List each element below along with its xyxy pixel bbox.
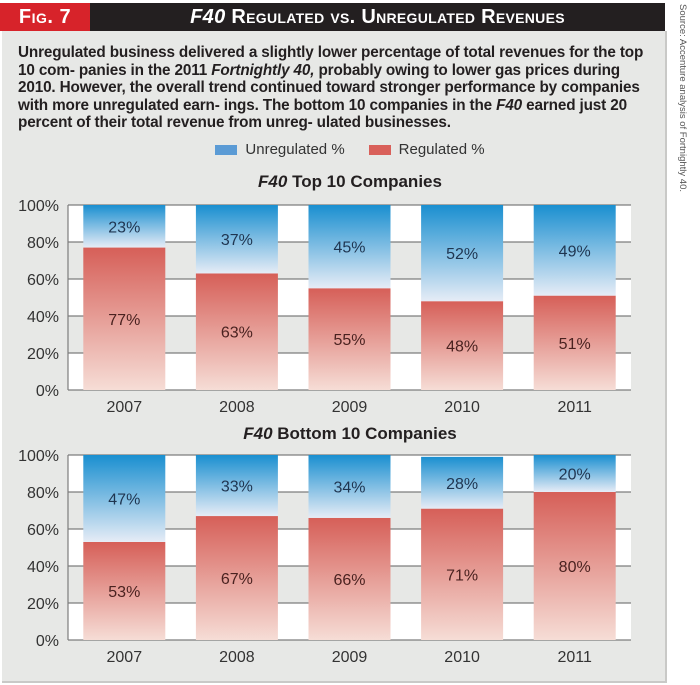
y-tick-label: 20% — [27, 596, 59, 613]
x-tick-label: 2010 — [444, 649, 480, 665]
data-label-regulated: 48% — [446, 339, 478, 356]
x-tick-label: 2009 — [332, 649, 368, 665]
data-label-regulated: 71% — [446, 567, 478, 584]
bar-unregulated-2009 — [308, 205, 391, 289]
figure-title-rest: Regulated vs. Unregulated Revenues — [225, 6, 565, 28]
figure-title-italic: F40 — [190, 6, 226, 28]
y-tick-label: 100% — [18, 448, 59, 465]
y-tick-label: 0% — [36, 383, 59, 400]
data-label-regulated: 77% — [108, 312, 140, 329]
bar-regulated-2008 — [195, 273, 278, 390]
data-label-unregulated: 45% — [333, 240, 365, 257]
bottom10-chart-title-italic: F40 — [243, 424, 273, 443]
data-label-unregulated: 37% — [221, 232, 253, 249]
source-note: Source: Accenture analysis of Fortnightl… — [672, 4, 692, 194]
data-label-regulated: 51% — [559, 336, 591, 353]
bar-unregulated-2007 — [83, 205, 166, 248]
y-tick-label: 20% — [27, 346, 59, 363]
data-label-unregulated: 23% — [108, 219, 140, 236]
data-label-unregulated: 49% — [559, 243, 591, 260]
x-tick-label: 2008 — [219, 399, 255, 415]
data-label-regulated: 63% — [221, 325, 253, 342]
y-tick-label: 60% — [27, 522, 59, 539]
y-tick-label: 100% — [18, 198, 59, 215]
figure-header: Fig. 7 F40 Regulated vs. Unregulated Rev… — [0, 3, 665, 31]
top10-stacked-bar-chart: 0% 20% 40% 60% 80% 100% 77% 23% 2007 63% 37% 2008 55… — [18, 198, 631, 415]
y-tick-label: 0% — [36, 633, 59, 650]
x-tick-label: 2009 — [332, 399, 368, 415]
bar-unregulated-2008 — [195, 205, 278, 274]
top10-chart-title-italic: F40 — [258, 172, 288, 191]
data-label-unregulated: 28% — [446, 476, 478, 493]
bar-regulated-2007 — [83, 247, 166, 390]
legend-swatch — [215, 144, 238, 155]
bottom10-chart-title: F40 Bottom 10 Companies — [0, 424, 700, 444]
bar-unregulated-2011 — [533, 205, 616, 296]
bar-unregulated-2008 — [195, 455, 278, 517]
bottom10-stacked-bar-chart: 0% 20% 40% 60% 80% 100% 53% 47% 2007 67% 33% 2008 66… — [18, 448, 631, 665]
x-tick-label: 2007 — [107, 399, 143, 415]
x-tick-label: 2011 — [557, 399, 592, 415]
description-part: Unregulated business delivered a slightl… — [18, 44, 644, 79]
legend-swatch — [368, 144, 391, 155]
data-label-regulated: 53% — [108, 584, 140, 601]
description-text: Unregulated business delivered a slightl… — [18, 44, 658, 132]
x-tick-label: 2008 — [219, 649, 255, 665]
source-note-text: Source: Accenture analysis of Fortnightl… — [677, 4, 688, 192]
data-label-unregulated: 33% — [221, 479, 253, 496]
figure-title: F40 Regulated vs. Unregulated Revenues — [90, 3, 665, 31]
description-part: earned just 20 percent of their total re… — [18, 96, 627, 132]
top10-chart-title: F40 Top 10 Companies — [0, 172, 700, 192]
data-label-regulated: 66% — [333, 572, 365, 589]
bar-unregulated-2011 — [533, 455, 616, 492]
y-tick-label: 60% — [27, 272, 59, 289]
y-tick-label: 40% — [27, 559, 59, 576]
bar-regulated-2011 — [533, 295, 616, 390]
data-label-unregulated: 20% — [559, 467, 591, 484]
data-label-unregulated: 47% — [108, 491, 140, 508]
bar-regulated-2008 — [195, 516, 278, 640]
y-tick-label: 80% — [27, 485, 59, 502]
top10-chart-title-rest: Top 10 Companies — [287, 172, 442, 191]
data-label-regulated: 80% — [559, 559, 591, 576]
bar-regulated-2010 — [421, 508, 504, 640]
description-part: Fortnightly 40, — [211, 61, 315, 79]
bar-unregulated-2010 — [421, 205, 504, 302]
data-label-regulated: 55% — [333, 332, 365, 349]
bar-regulated-2009 — [308, 288, 391, 390]
y-tick-label: 40% — [27, 309, 59, 326]
legend-label: Regulated % — [398, 140, 485, 158]
bar-regulated-2009 — [308, 517, 391, 640]
legend-item-regulated: Regulated % — [368, 140, 485, 158]
legend-item-unregulated: Unregulated % — [215, 140, 345, 158]
x-tick-label: 2010 — [444, 399, 480, 415]
data-label-unregulated: 52% — [446, 246, 478, 263]
description-part: probably owing to lower gas prices durin… — [18, 61, 640, 114]
bar-unregulated-2009 — [308, 455, 391, 518]
chart-legend: Unregulated % Regulated % — [0, 140, 700, 158]
x-tick-label: 2011 — [557, 649, 592, 665]
bar-unregulated-2010 — [421, 456, 504, 509]
bar-regulated-2010 — [421, 301, 504, 390]
figure-number-label: Fig. 7 — [0, 3, 90, 31]
bar-regulated-2007 — [83, 541, 166, 640]
bar-unregulated-2007 — [83, 455, 166, 542]
description-part: F40 — [496, 96, 523, 114]
x-tick-label: 2007 — [107, 649, 143, 665]
bottom10-chart-title-rest: Bottom 10 Companies — [272, 424, 457, 443]
y-tick-label: 80% — [27, 235, 59, 252]
data-label-regulated: 67% — [221, 571, 253, 588]
legend-label: Unregulated % — [245, 140, 345, 158]
bar-regulated-2011 — [533, 492, 616, 640]
data-label-unregulated: 34% — [333, 479, 365, 496]
